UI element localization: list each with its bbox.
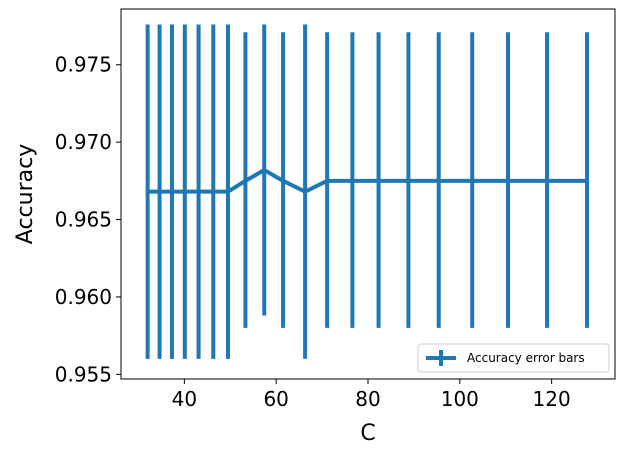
y-tick-label: 0.960 bbox=[55, 285, 112, 309]
x-tick-label: 80 bbox=[355, 387, 380, 411]
series-line bbox=[147, 168, 587, 194]
x-axis-label: C bbox=[360, 421, 375, 446]
y-tick-label: 0.955 bbox=[55, 362, 112, 386]
y-axis: 0.955 0.960 0.965 0.970 0.975 bbox=[55, 53, 121, 386]
legend-label: Accuracy error bars bbox=[467, 351, 585, 365]
y-tick-label: 0.975 bbox=[55, 53, 112, 77]
y-tick-label: 0.970 bbox=[55, 130, 112, 154]
legend-box bbox=[417, 343, 610, 373]
series-group bbox=[147, 168, 587, 194]
x-axis: 40 60 80 100 120 bbox=[172, 379, 571, 411]
y-tick-label: 0.965 bbox=[55, 208, 112, 232]
x-tick-label: 40 bbox=[172, 387, 197, 411]
x-tick-label: 100 bbox=[441, 387, 479, 411]
x-tick-label: 120 bbox=[533, 387, 571, 411]
plot-area bbox=[121, 9, 615, 379]
legend: Accuracy error bars bbox=[417, 343, 610, 373]
x-tick-label: 60 bbox=[263, 387, 288, 411]
y-axis-label: Accuracy bbox=[13, 144, 38, 244]
